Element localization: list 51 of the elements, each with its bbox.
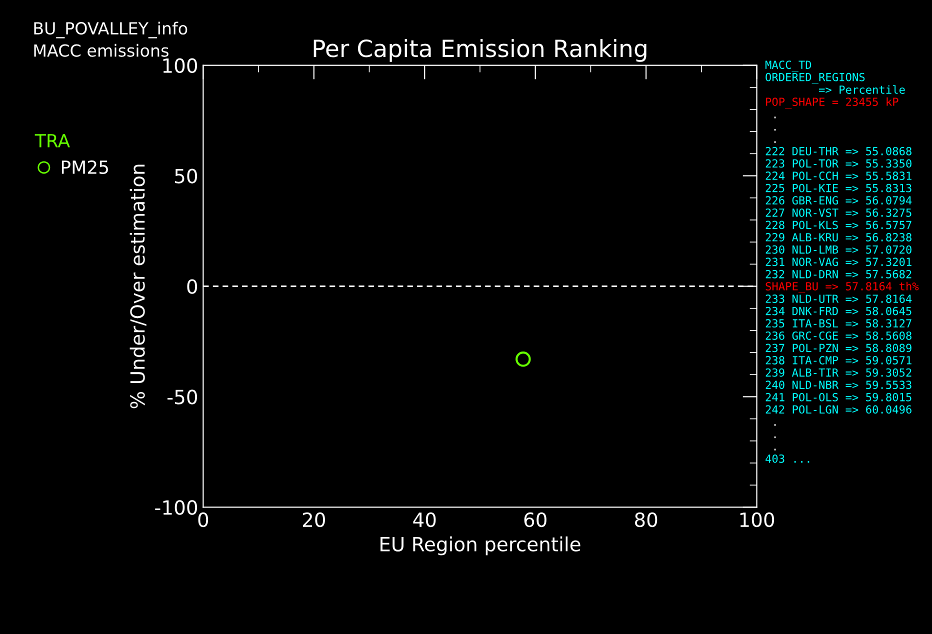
text: . <box>774 436 776 438</box>
text: 223 POL-TOR => 55.3350 <box>766 159 912 168</box>
x-tick-label: 100 <box>740 512 774 528</box>
text: ORDERED_REGIONS <box>766 72 865 84</box>
text: 232 NLD-DRN => 57.5682 <box>766 270 912 278</box>
text: 226 GBR-ENG => 56.0794 <box>766 196 912 205</box>
text: POP_SHAPE = 23455 kP <box>766 97 898 108</box>
text: 241 POL-OLS => 59.8015 <box>766 392 912 402</box>
text: => Percentile <box>818 85 905 94</box>
text: 239 ALB-TIR => 59.3052 <box>766 368 912 377</box>
text: MACC emissions <box>34 44 168 57</box>
x-tick-label: 60 <box>524 512 546 528</box>
text: 225 POL-KIE => 55.8313 <box>766 184 912 192</box>
text: BU_POVALLEY_info <box>34 22 188 38</box>
text: 228 POL-KLS => 56.5757 <box>766 220 912 230</box>
x-tick-label: 40 <box>413 512 436 528</box>
x-axis-title: EU Region percentile <box>380 536 580 556</box>
text: . <box>774 424 776 426</box>
text: 403 ... <box>766 454 810 463</box>
x-tick-label: 20 <box>302 512 325 528</box>
y-axis-title: % Under/Over estimation <box>130 164 146 408</box>
chart-title: Per Capita Emission Ranking <box>314 39 646 62</box>
text: 222 DEU-THR => 55.0868 <box>766 146 912 156</box>
text: . <box>774 448 776 450</box>
text: 224 POL-CCH => 55.5831 <box>766 172 912 180</box>
text: 227 NOR-VST => 56.3275 <box>766 208 912 217</box>
y-tick-label: 50 <box>175 168 198 184</box>
x-tick-label: 0 <box>198 512 208 528</box>
legend-title: TRA <box>34 134 70 148</box>
text: . <box>774 116 776 118</box>
text: . <box>774 141 776 143</box>
text: 242 POL-LGN => 60.0496 <box>766 405 912 414</box>
text: 231 NOR-VAG => 57.3201 <box>766 258 912 266</box>
text: 230 NLD-LMB => 57.0720 <box>766 245 912 254</box>
text: SHAPE_BU => 57.8164 th% <box>766 282 919 293</box>
text: 240 NLD-NBR => 59.5533 <box>766 380 912 390</box>
text: . <box>774 128 776 131</box>
text: 233 NLD-UTR => 57.8164 <box>766 294 912 303</box>
legend-label: PM25 <box>62 160 108 174</box>
y-tick-label: 0 <box>187 279 198 294</box>
text: 235 ITA-BSL => 58.3127 <box>766 319 912 328</box>
text: 236 GRC-CGE => 58.5608 <box>766 331 912 340</box>
text: MACC_TD <box>765 60 812 72</box>
text: 238 ITA-CMP => 59.0571 <box>766 356 912 364</box>
text: 237 POL-PZN => 58.8089 <box>766 344 912 352</box>
y-tick-label: 100 <box>163 58 198 73</box>
text: 229 ALB-KRU => 56.8238 <box>766 233 912 242</box>
y-tick-label: -100 <box>155 500 198 515</box>
y-tick-label: -50 <box>168 390 198 404</box>
x-tick-label: 80 <box>635 512 658 528</box>
text: 234 DNK-FRD => 58.0645 <box>766 306 912 316</box>
